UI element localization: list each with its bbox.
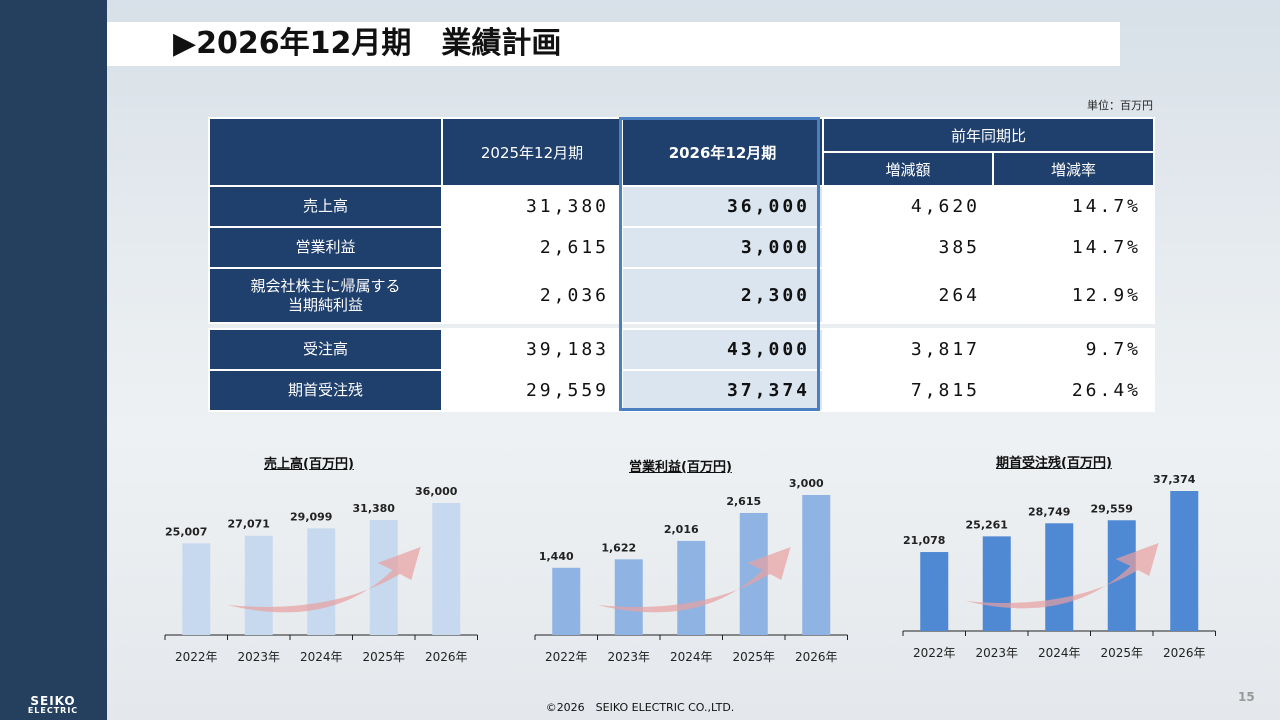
value-diff: 4,620 xyxy=(822,185,994,228)
value-diff: 7,815 xyxy=(822,369,994,412)
value-2026: 37,374 xyxy=(621,369,824,412)
title-bar xyxy=(107,22,1120,66)
row-label-line1: 親会社株主に帰属する xyxy=(250,276,401,295)
table-row: 親会社株主に帰属する 当期純利益 2,036 2,300 264 12.9% xyxy=(208,267,1155,324)
value-2025: 2,036 xyxy=(441,267,623,324)
page-title: ▶2026年12月期 業績計画 xyxy=(173,26,562,61)
category-label: 2023年 xyxy=(237,650,280,664)
row-label: 営業利益 xyxy=(208,226,443,269)
bar xyxy=(920,552,949,631)
bar xyxy=(677,540,706,635)
category-label: 2025年 xyxy=(1100,646,1143,660)
category-label: 2022年 xyxy=(913,646,956,660)
category-label: 2024年 xyxy=(300,650,343,664)
data-label: 1,622 xyxy=(601,541,636,554)
left-sidebar-band xyxy=(0,0,107,720)
category-label: 2025年 xyxy=(732,650,775,664)
data-label: 27,071 xyxy=(228,518,270,531)
data-label: 28,749 xyxy=(1028,505,1070,518)
row-label: 親会社株主に帰属する 当期純利益 xyxy=(208,267,443,324)
bar xyxy=(432,503,461,635)
value-rate: 26.4% xyxy=(992,369,1155,412)
header-2026: 2026年12月期 xyxy=(621,117,824,187)
category-label: 2023年 xyxy=(975,646,1018,660)
table-row: 期首受注残 29,559 37,374 7,815 26.4% xyxy=(208,369,1155,412)
value-rate: 14.7% xyxy=(992,226,1155,269)
value-diff: 385 xyxy=(822,226,994,269)
row-label: 売上高 xyxy=(208,185,443,228)
category-label: 2022年 xyxy=(545,650,588,664)
data-label: 37,374 xyxy=(1153,473,1196,486)
table-row: 売上高 31,380 36,000 4,620 14.7% xyxy=(208,185,1155,228)
bar xyxy=(614,559,643,635)
chart-title-backlog: 期首受注残(百万円) xyxy=(996,456,1112,471)
data-label: 2,615 xyxy=(726,495,761,508)
category-label: 2024年 xyxy=(1038,646,1081,660)
row-label: 期首受注残 xyxy=(208,369,443,412)
bar xyxy=(244,535,273,635)
footer-copyright: ©2026 SEIKO ELECTRIC CO.,LTD. xyxy=(545,701,735,714)
value-2025: 29,559 xyxy=(441,369,623,412)
data-label: 21,078 xyxy=(903,534,945,547)
data-label: 36,000 xyxy=(415,485,458,498)
value-2025: 31,380 xyxy=(441,185,623,228)
header-diff: 増減額 xyxy=(822,151,994,187)
chart-title-operating-profit: 営業利益(百万円) xyxy=(629,460,732,475)
table-row: 受注高 39,183 43,000 3,817 9.7% xyxy=(208,328,1155,371)
value-2025: 2,615 xyxy=(441,226,623,269)
bar xyxy=(1170,491,1199,631)
value-2025: 39,183 xyxy=(441,328,623,371)
data-label: 3,000 xyxy=(789,477,824,490)
category-label: 2025年 xyxy=(362,650,405,664)
category-label: 2026年 xyxy=(425,650,468,664)
data-label: 31,380 xyxy=(353,502,396,515)
header-2025: 2025年12月期 xyxy=(441,117,623,187)
data-label: 29,099 xyxy=(290,510,332,523)
page-number: 15 xyxy=(1238,690,1255,704)
value-rate: 12.9% xyxy=(992,267,1155,324)
table-row: 営業利益 2,615 3,000 385 14.7% xyxy=(208,226,1155,269)
value-diff: 264 xyxy=(822,267,994,324)
value-2026: 43,000 xyxy=(621,328,824,371)
value-2026: 36,000 xyxy=(621,185,824,228)
bar xyxy=(1045,523,1074,631)
data-label: 25,007 xyxy=(165,525,207,538)
bar xyxy=(802,495,831,635)
value-diff: 3,817 xyxy=(822,328,994,371)
data-label: 2,016 xyxy=(664,523,699,536)
category-label: 2023年 xyxy=(607,650,650,664)
trend-arrow xyxy=(597,547,791,613)
data-label: 25,261 xyxy=(966,518,1008,531)
value-rate: 14.7% xyxy=(992,185,1155,228)
header-yoy: 前年同期比 xyxy=(822,117,1155,153)
seiko-electric-logo: SEIKO ELECTRIC xyxy=(27,694,79,715)
value-rate: 9.7% xyxy=(992,328,1155,371)
chart-operating-profit: 1,440 2022年 1,622 2023年 2,016 2024年 2,615 2025年… xyxy=(534,477,848,664)
category-label: 2026年 xyxy=(795,650,838,664)
data-label: 29,559 xyxy=(1091,502,1133,515)
chart-sales: 25,007 2022年 27,071 2023年 29,099 2024年 31,380 2… xyxy=(164,485,478,664)
trend-arrow xyxy=(227,547,421,613)
bar xyxy=(307,528,336,635)
performance-plan-table: 2025年12月期 2026年12月期 前年同期比 増減額 増減率 売上高 31… xyxy=(208,117,1155,412)
value-2026: 2,300 xyxy=(621,267,824,324)
row-label: 受注高 xyxy=(208,328,443,371)
table-corner-cell xyxy=(208,117,443,187)
trend-arrow xyxy=(965,543,1159,609)
unit-label: 単位：百万円 xyxy=(1087,99,1153,112)
chart-title-sales: 売上高(百万円) xyxy=(264,457,354,472)
value-2026: 3,000 xyxy=(621,226,824,269)
chart-backlog: 21,078 2022年 25,261 2023年 28,749 2024年 29,559 2… xyxy=(902,473,1216,660)
row-label-line2: 当期純利益 xyxy=(287,295,363,314)
category-label: 2024年 xyxy=(670,650,713,664)
bar xyxy=(982,536,1011,631)
category-label: 2026年 xyxy=(1163,646,1206,660)
data-label: 1,440 xyxy=(539,550,574,563)
bar xyxy=(552,567,581,635)
bar xyxy=(182,543,211,635)
header-rate: 増減率 xyxy=(992,151,1155,187)
category-label: 2022年 xyxy=(175,650,218,664)
